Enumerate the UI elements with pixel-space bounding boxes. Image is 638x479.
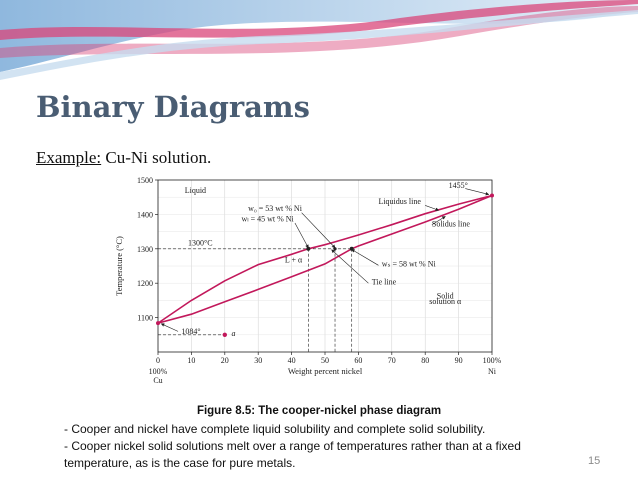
subtitle: Example: Cu-Ni solution. [36,148,211,168]
solid-region-label-1: Solid [437,292,454,301]
leader-ws [351,249,379,266]
x-tick-label: 40 [288,356,296,365]
leader-tie-line [331,249,369,284]
liquid-region-label: Liquid [185,186,206,195]
point-a [222,332,227,337]
subtitle-label: Example: [36,148,102,167]
y-tick-label: 1300 [137,245,153,254]
y-tick-label: 1200 [137,279,153,288]
liquidus-curve [157,194,493,324]
ticks: 0 10 20 30 40 50 60 70 80 90 100% 1100 1200 1300 1400 1… [137,176,502,365]
leader-wl [294,222,309,249]
y-tick-label: 1400 [137,210,153,219]
phase-diagram-svg: 0 10 20 30 40 50 60 70 80 90 100% 1100 1200 1300 1400 1… [114,176,502,385]
cu-melting-point [156,321,160,326]
two-phase-label: L + α [285,256,303,265]
note-line-3: temperature, as is the case for pure met… [64,456,296,470]
leader-liquidus [425,205,440,211]
temp-1084-label: 1084° [181,327,200,336]
liquidus-label: Liquidus line [378,197,421,206]
x-tick-label: 70 [388,356,396,365]
x-left-end-label-1: 100% [149,367,168,376]
x-tick-label: 20 [221,356,229,365]
x-tick-label: 90 [455,356,463,365]
point-a-label: a [231,329,235,338]
figure-caption: Figure 8.5: The cooper-nickel phase diag… [196,405,442,417]
w0-label: w₀ = 53 wt % Ni [248,204,303,213]
x-tick-label: 50 [321,356,329,365]
ws-label: wₛ = 58 wt % Ni [382,260,437,269]
x-left-end-label-2: Cu [153,376,162,385]
wl-label: wₗ = 45 wt % Ni [242,214,295,223]
leader-w0 [301,212,336,249]
x-right-end-label: Ni [488,367,497,376]
x-tick-label: 80 [421,356,429,365]
y-tick-label: 1100 [137,314,153,323]
solidus-curve [157,194,493,324]
temp-1300-label: 1300°C [188,238,213,247]
x-tick-label: 100% [483,356,502,365]
y-tick-label: 1500 [137,176,153,185]
slide-number: 15 [588,455,601,467]
ni-melting-point [490,193,494,198]
leader-solidus [431,216,446,225]
note-line-1: - Cooper and nickel have complete liquid… [64,422,486,436]
solidus-label: Solidus line [432,219,470,228]
chart-marks [156,188,494,337]
leader-1455 [465,188,490,196]
x-tick-label: 60 [354,356,362,365]
solid-region-label-2: solution α [429,297,462,306]
header-decoration [0,0,638,80]
slide-title: Binary Diagrams [36,90,310,124]
note-line-2: - Cooper nickel solid solutions melt ove… [64,439,521,453]
x-tick-label: 30 [254,356,262,365]
phase-diagram: 0 10 20 30 40 50 60 70 80 90 100% 1100 1200 1300 1400 1… [110,170,510,390]
guide-lines [158,248,353,352]
tie-line-label: Tie line [372,278,397,287]
grid [157,179,493,353]
temp-1455-label: 1455° [449,181,468,190]
subtitle-text: Cu-Ni solution. [101,148,212,167]
leader-1084 [160,323,179,332]
x-tick-label: 0 [156,356,160,365]
x-tick-label: 10 [187,356,195,365]
y-axis-label: Temperature (°C) [114,236,124,296]
x-axis-label: Weight percent nickel [288,366,363,376]
